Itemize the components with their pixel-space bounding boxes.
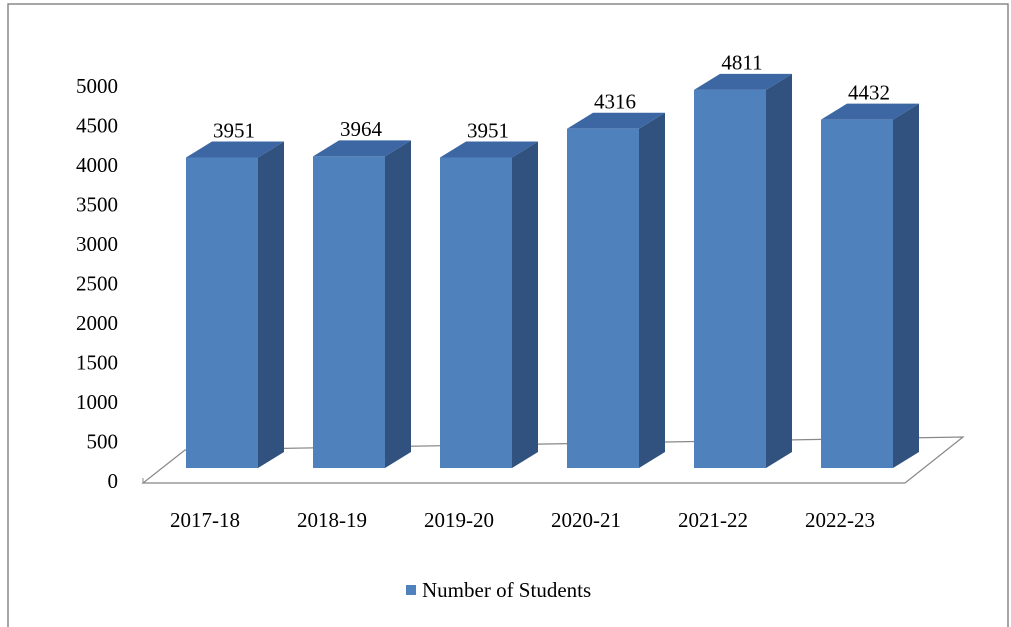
y-tick-label: 2000 <box>76 311 118 335</box>
bar-top <box>440 141 538 158</box>
bar <box>186 157 258 468</box>
bar-top <box>821 103 919 120</box>
x-tick-label: 2020-21 <box>551 508 621 532</box>
legend-label: Number of Students <box>422 578 591 602</box>
bar-side <box>258 141 284 468</box>
y-tick-label: 1000 <box>76 390 118 414</box>
y-tick-label: 0 <box>108 469 119 493</box>
x-tick-label: 2018-19 <box>297 508 367 532</box>
x-tick-label: 2019-20 <box>424 508 494 532</box>
bar-top <box>186 141 284 158</box>
data-label: 3951 <box>213 118 255 142</box>
y-tick-label: 3500 <box>76 192 118 216</box>
bar-side <box>512 141 538 468</box>
data-label: 4316 <box>594 90 636 114</box>
floor <box>141 436 965 484</box>
data-label: 3951 <box>467 118 509 142</box>
y-tick-label: 4500 <box>76 113 118 137</box>
bar <box>821 119 893 468</box>
chart-frame <box>7 3 1009 627</box>
x-tick-label: 2022-23 <box>805 508 875 532</box>
bar <box>694 89 766 468</box>
bar-top <box>567 112 665 129</box>
bar <box>313 156 385 468</box>
bar-side <box>385 140 411 468</box>
y-tick-label: 1500 <box>76 350 118 374</box>
y-tick-label: 2500 <box>76 271 118 295</box>
y-tick-label: 3000 <box>76 232 118 256</box>
bar <box>440 157 512 468</box>
bar-side <box>893 103 919 468</box>
bar <box>567 128 639 469</box>
bar-top <box>313 140 411 157</box>
y-tick-label: 500 <box>87 429 119 453</box>
data-label: 3964 <box>340 117 383 141</box>
data-label: 4432 <box>848 80 890 104</box>
data-label: 4811 <box>721 51 762 75</box>
bar-top <box>694 73 792 90</box>
legend-swatch <box>406 585 416 595</box>
x-tick-label: 2017-18 <box>170 508 240 532</box>
bar-side <box>639 112 665 469</box>
x-tick-label: 2021-22 <box>678 508 748 532</box>
y-tick-label: 4000 <box>76 153 118 177</box>
bar-side <box>766 73 792 468</box>
y-tick-label: 5000 <box>76 74 118 98</box>
